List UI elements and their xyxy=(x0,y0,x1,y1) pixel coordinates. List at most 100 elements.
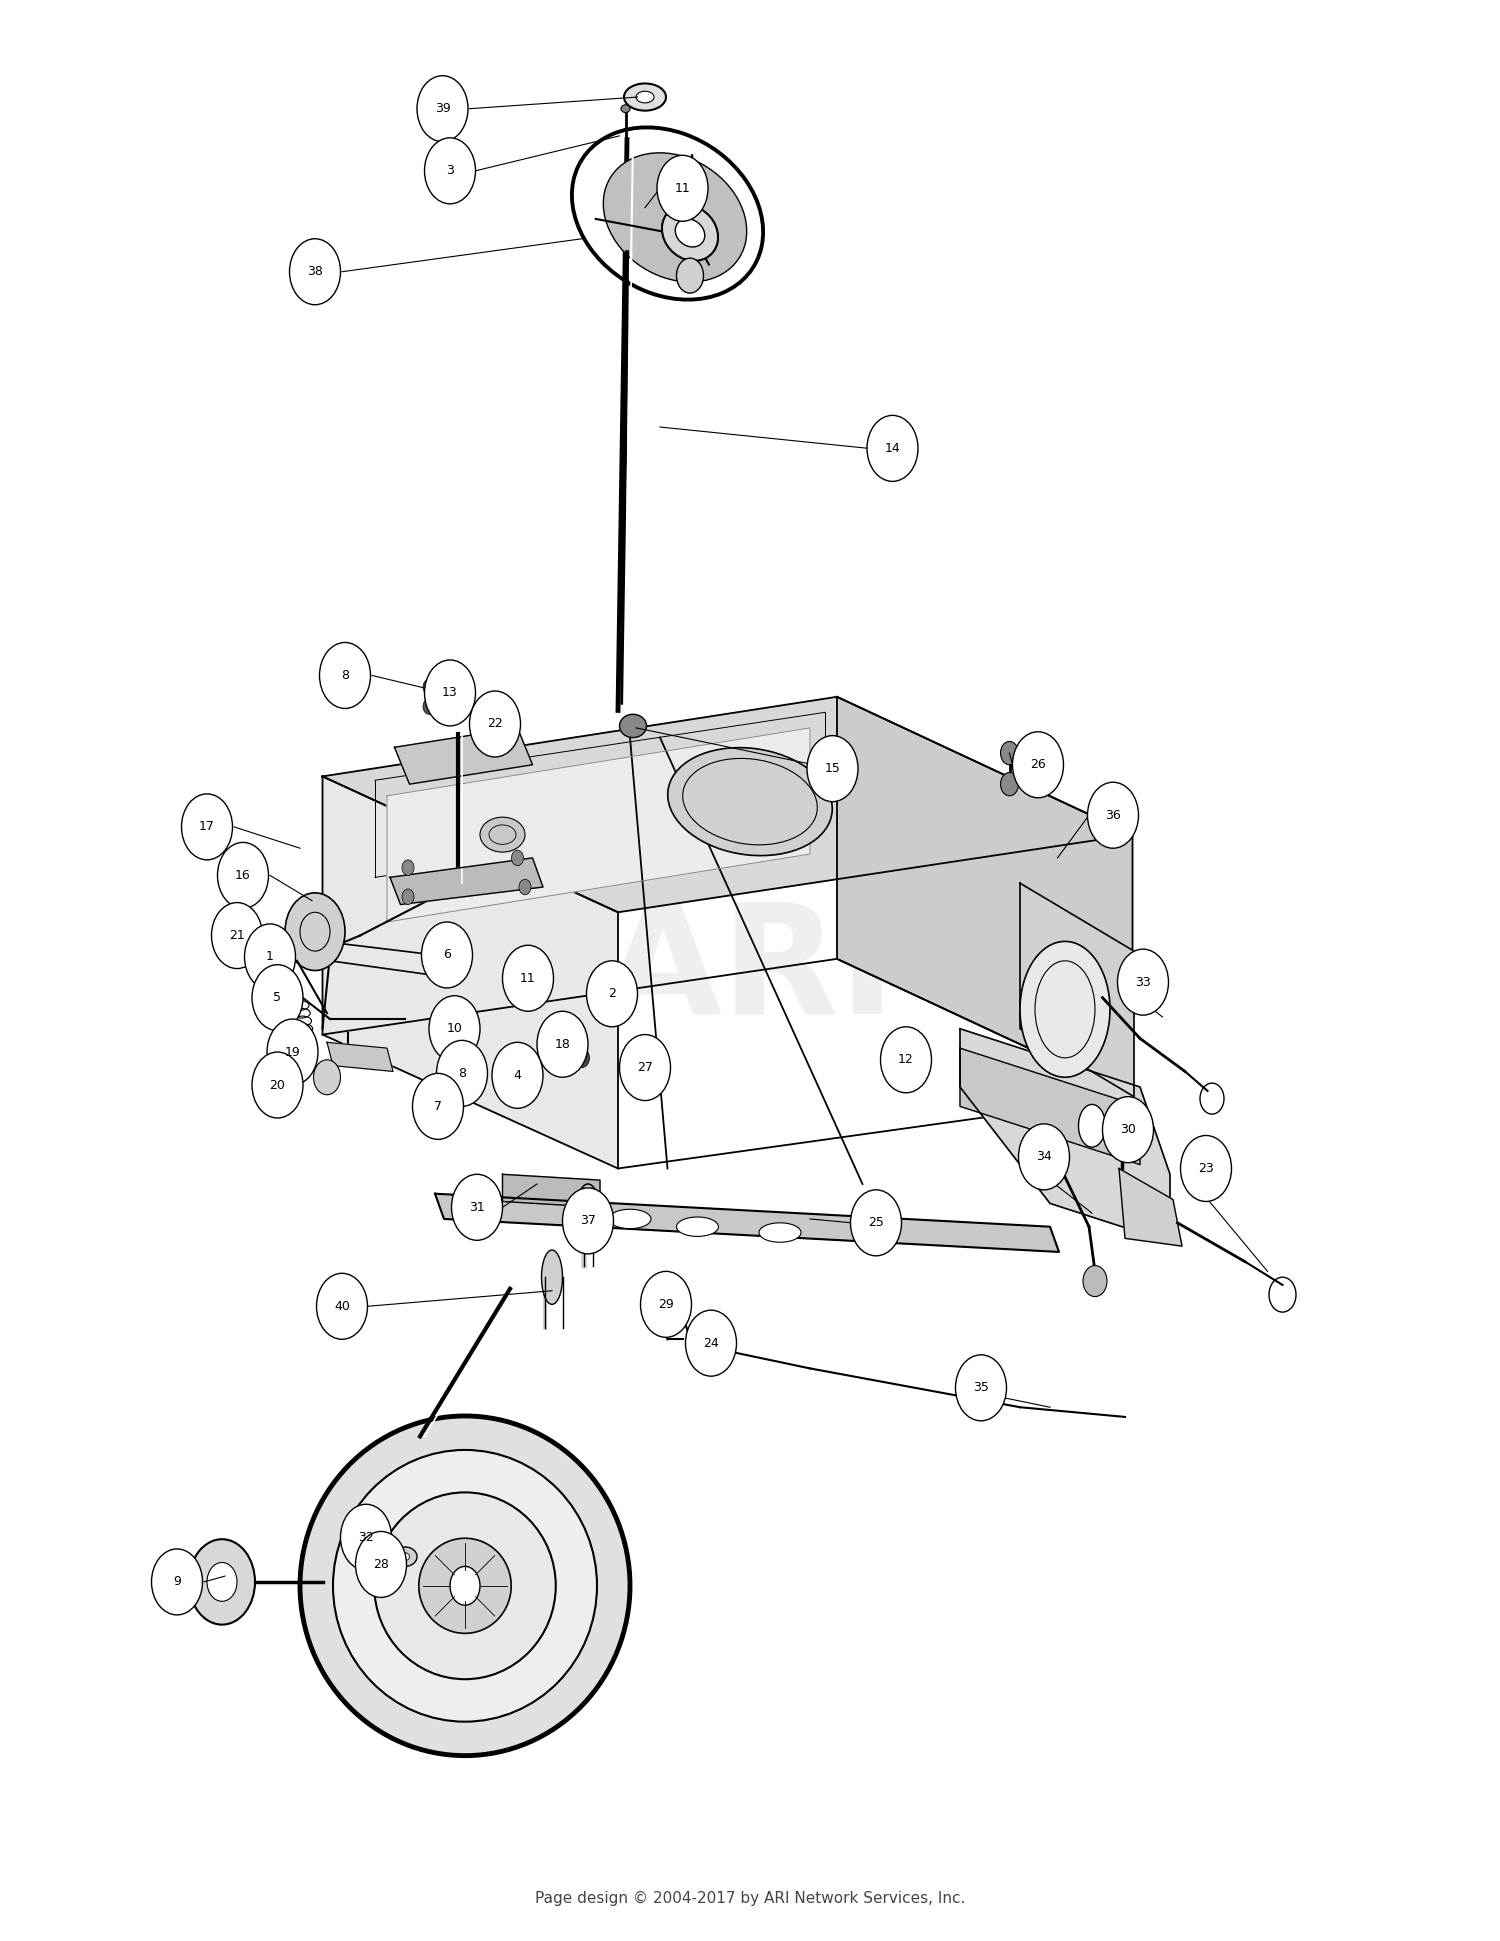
Text: 9: 9 xyxy=(172,1576,182,1588)
Circle shape xyxy=(880,1027,932,1093)
Text: 26: 26 xyxy=(1030,759,1045,771)
Text: 3: 3 xyxy=(446,165,454,177)
Text: 33: 33 xyxy=(1136,976,1150,988)
Circle shape xyxy=(562,1031,578,1050)
Circle shape xyxy=(657,155,708,221)
Circle shape xyxy=(1083,1266,1107,1297)
Circle shape xyxy=(452,1174,503,1240)
Circle shape xyxy=(417,76,468,142)
Circle shape xyxy=(316,1273,368,1339)
Text: 31: 31 xyxy=(470,1201,484,1213)
Ellipse shape xyxy=(636,91,654,103)
Circle shape xyxy=(850,1190,901,1256)
Circle shape xyxy=(423,699,435,714)
Text: Page design © 2004-2017 by ARI Network Services, Inc.: Page design © 2004-2017 by ARI Network S… xyxy=(536,1891,964,1906)
Circle shape xyxy=(217,842,268,908)
Circle shape xyxy=(267,1019,318,1085)
Circle shape xyxy=(422,922,472,988)
Circle shape xyxy=(807,736,858,802)
Circle shape xyxy=(640,1271,692,1337)
Ellipse shape xyxy=(675,219,705,247)
Circle shape xyxy=(252,1052,303,1118)
Circle shape xyxy=(252,965,303,1031)
Circle shape xyxy=(450,1566,480,1605)
Text: 38: 38 xyxy=(308,266,322,278)
Ellipse shape xyxy=(542,1250,562,1304)
Circle shape xyxy=(470,691,520,757)
Polygon shape xyxy=(1119,1168,1182,1246)
Ellipse shape xyxy=(662,206,718,260)
Text: 12: 12 xyxy=(898,1054,914,1066)
Ellipse shape xyxy=(603,153,747,281)
Text: 21: 21 xyxy=(230,930,244,941)
Circle shape xyxy=(1000,741,1018,765)
Text: 36: 36 xyxy=(1106,809,1120,821)
Circle shape xyxy=(1000,773,1018,796)
Circle shape xyxy=(402,889,414,905)
Circle shape xyxy=(492,1042,543,1108)
Circle shape xyxy=(512,850,524,866)
Circle shape xyxy=(285,893,345,970)
Text: 11: 11 xyxy=(520,972,536,984)
Circle shape xyxy=(182,794,232,860)
Circle shape xyxy=(402,860,414,875)
Text: 37: 37 xyxy=(580,1215,596,1227)
Circle shape xyxy=(586,961,638,1027)
Ellipse shape xyxy=(621,105,630,113)
Ellipse shape xyxy=(1078,1104,1106,1147)
Circle shape xyxy=(211,903,262,969)
Text: 18: 18 xyxy=(555,1038,570,1050)
Ellipse shape xyxy=(620,714,646,738)
Polygon shape xyxy=(960,1048,1140,1165)
Text: 15: 15 xyxy=(825,763,840,774)
Circle shape xyxy=(290,239,340,305)
Circle shape xyxy=(207,1563,237,1601)
Polygon shape xyxy=(387,728,810,922)
Ellipse shape xyxy=(624,83,666,111)
Text: 35: 35 xyxy=(974,1382,988,1394)
Ellipse shape xyxy=(576,1184,600,1242)
Circle shape xyxy=(356,1531,407,1597)
Text: 8: 8 xyxy=(340,670,350,681)
Ellipse shape xyxy=(375,1493,555,1679)
Text: 39: 39 xyxy=(435,103,450,115)
Circle shape xyxy=(620,1035,670,1101)
Ellipse shape xyxy=(668,747,832,856)
Circle shape xyxy=(506,1058,520,1077)
Text: 13: 13 xyxy=(442,687,458,699)
Ellipse shape xyxy=(393,1547,417,1566)
Ellipse shape xyxy=(474,736,486,747)
Circle shape xyxy=(1118,949,1168,1015)
Circle shape xyxy=(956,1355,1006,1421)
Circle shape xyxy=(519,879,531,895)
Ellipse shape xyxy=(400,1553,410,1561)
Circle shape xyxy=(562,1188,614,1254)
Ellipse shape xyxy=(300,1417,630,1755)
Text: 29: 29 xyxy=(658,1299,674,1310)
Text: 27: 27 xyxy=(638,1062,652,1073)
Ellipse shape xyxy=(333,1450,597,1722)
Text: 25: 25 xyxy=(868,1217,883,1229)
Text: ARI: ARI xyxy=(603,897,897,1044)
Text: 30: 30 xyxy=(1120,1124,1136,1135)
Circle shape xyxy=(413,1073,464,1139)
Text: 32: 32 xyxy=(358,1531,374,1543)
Circle shape xyxy=(424,138,476,204)
Text: 19: 19 xyxy=(285,1046,300,1058)
Circle shape xyxy=(1107,1116,1137,1155)
Circle shape xyxy=(537,1011,588,1077)
Polygon shape xyxy=(435,1194,1059,1252)
Circle shape xyxy=(429,996,480,1062)
Circle shape xyxy=(152,1549,202,1615)
Circle shape xyxy=(1180,1135,1231,1201)
Ellipse shape xyxy=(676,1217,718,1236)
Text: 8: 8 xyxy=(458,1068,466,1079)
Polygon shape xyxy=(837,697,1132,1097)
Circle shape xyxy=(314,1060,340,1095)
Circle shape xyxy=(1013,732,1064,798)
Circle shape xyxy=(424,660,476,726)
Circle shape xyxy=(867,415,918,481)
Text: 4: 4 xyxy=(513,1069,522,1081)
Text: 16: 16 xyxy=(236,870,250,881)
Circle shape xyxy=(574,1048,590,1068)
